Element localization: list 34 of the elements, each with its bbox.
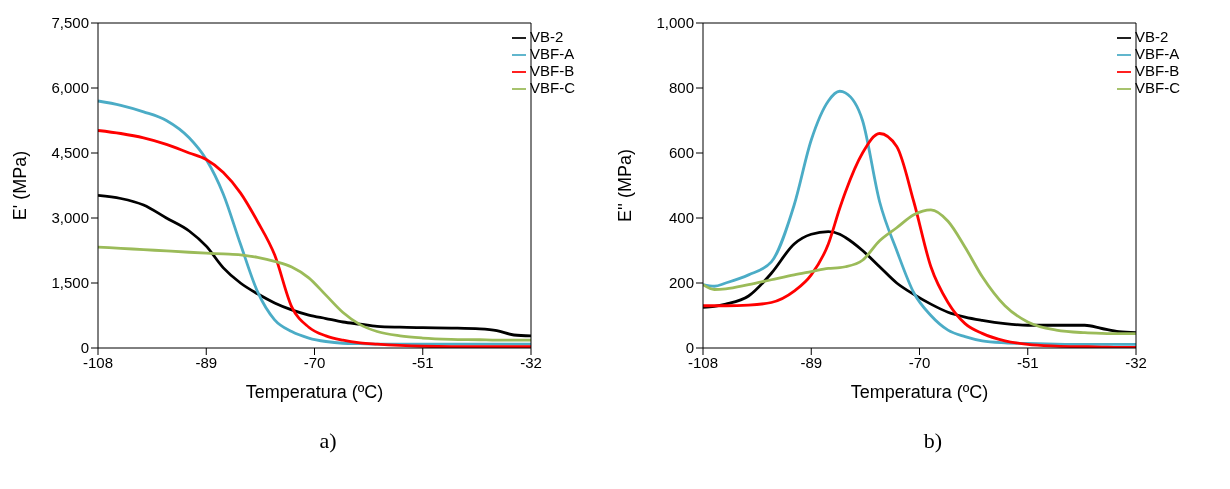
y-tick-label: 6,000 [51,79,89,97]
legend-label: VBF-C [1135,79,1180,97]
x-tick-label: -32 [520,353,542,371]
legend-label: VBF-A [530,45,575,63]
legend-label: VBF-B [530,62,575,80]
x-tick-label: -89 [800,353,823,371]
x-tick-label: -70 [908,353,931,371]
legend-label: VB-2 [530,28,564,45]
legend-label: VBF-B [1135,62,1180,80]
y-tick-label: 7,500 [51,14,89,32]
y-tick-label: 800 [668,79,694,97]
legend-label: VB-2 [1135,28,1169,45]
y-tick-label: 3,000 [51,209,89,227]
legend-label: VBF-C [530,79,575,97]
text: a) [318,428,338,454]
text: b) [922,428,944,454]
x-tick-label: -51 [1016,353,1039,371]
y-axis-title: E' (MPa) [10,150,31,221]
y-tick-label: 400 [668,209,694,227]
y-tick-label: 1,000 [656,14,694,32]
legend-label: VBF-A [1135,45,1180,63]
y-tick-label: 200 [668,274,694,292]
line-series [703,208,1136,336]
y-tick-label: 600 [668,144,694,162]
y-tick-label: 1,500 [51,274,89,292]
x-tick-label: -89 [195,353,218,371]
y-tick-label: 4,500 [51,144,89,162]
x-axis-title: Temperatura (ºC) [245,382,384,402]
x-tick-label: -32 [1125,353,1147,371]
x-tick-label: -51 [411,353,434,371]
x-tick-label: -70 [303,353,326,371]
line-series [98,245,531,342]
y-axis-title: E'' (MPa) [615,149,636,222]
x-axis-title: Temperatura (ºC) [850,382,989,402]
